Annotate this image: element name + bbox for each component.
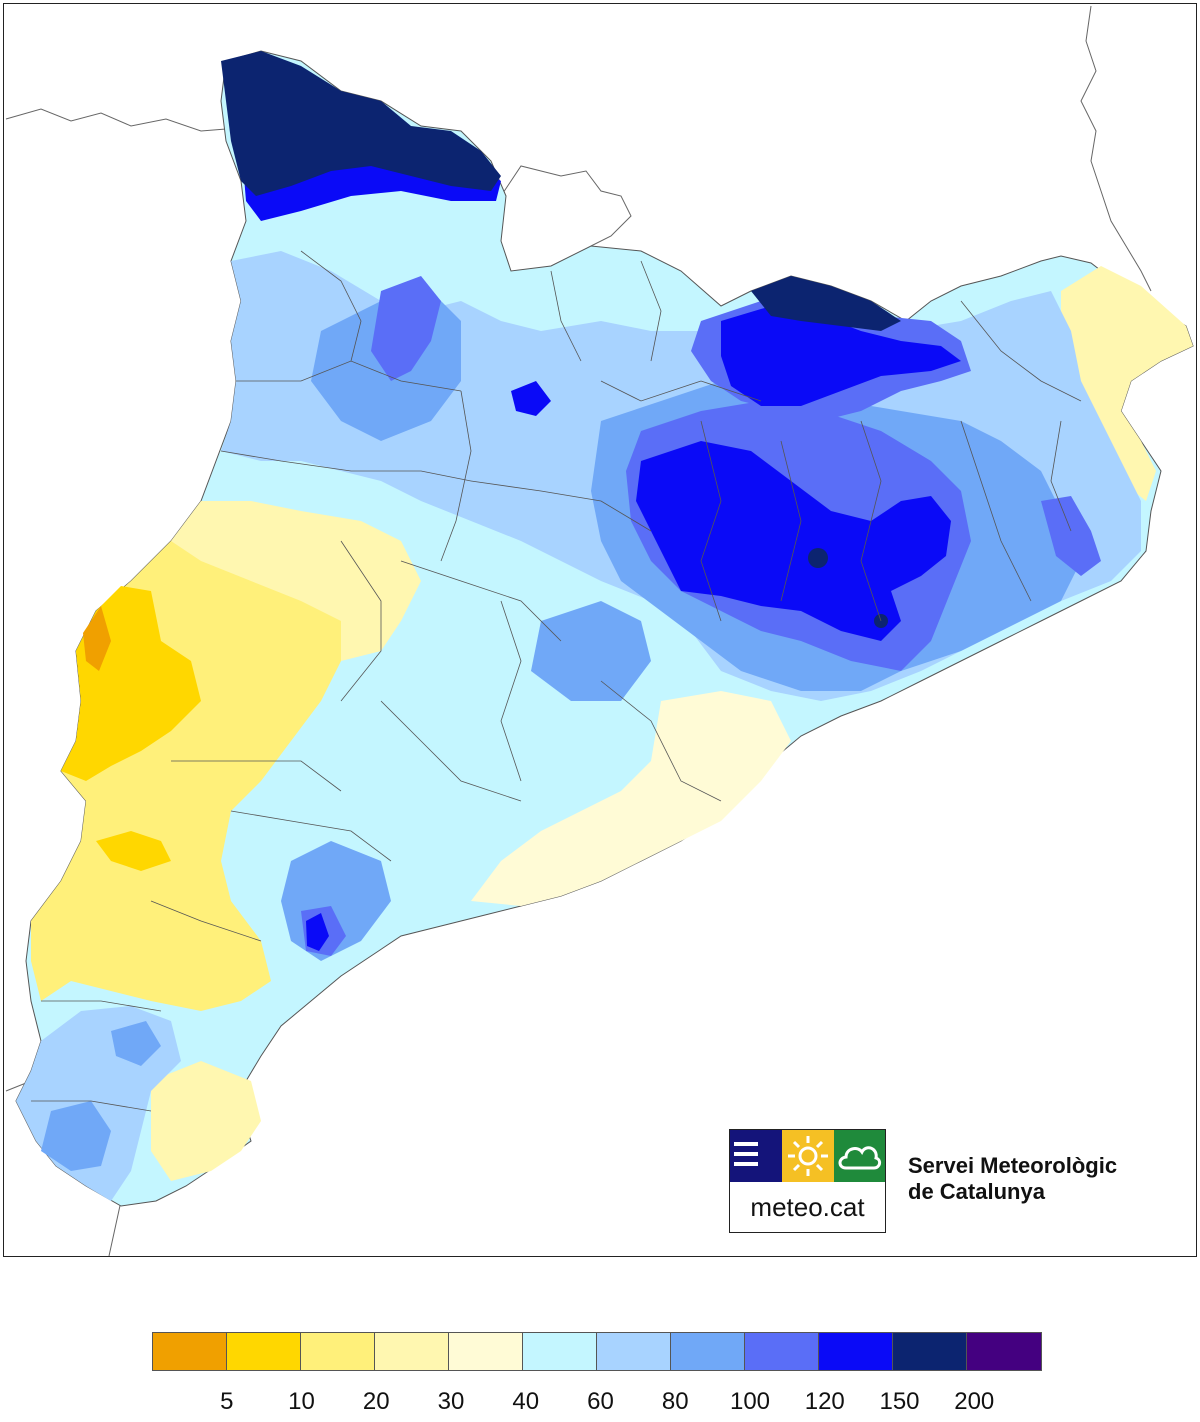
zone-150-center (636, 441, 951, 641)
legend-swatch (375, 1333, 449, 1370)
zone-200-northwest (221, 51, 501, 196)
legend-swatch (153, 1333, 227, 1370)
legend-swatch (893, 1333, 967, 1370)
legend-swatch (301, 1333, 375, 1370)
legend-swatch (745, 1333, 819, 1370)
zone-120-east (1041, 496, 1101, 576)
legend-swatch (449, 1333, 523, 1370)
zone-10-south (96, 831, 171, 871)
sun-icon (782, 1130, 834, 1182)
legend-swatch (597, 1333, 671, 1370)
organization-line-2: de Catalunya (908, 1179, 1045, 1204)
cloud-icon (834, 1130, 885, 1182)
zone-100-sw2 (111, 1021, 161, 1066)
zone-100-middle (531, 601, 651, 701)
legend-tick-label: 120 (804, 1388, 845, 1415)
organization-line-1: Servei Meteorològic (908, 1153, 1118, 1178)
neighbour-borders (5, 5, 1152, 1256)
legend-tick-label: 40 (512, 1388, 540, 1415)
zone-120-nw (371, 276, 441, 381)
zone-200-spot (808, 548, 828, 568)
zone-150-small (511, 381, 551, 416)
zone-30-delta (151, 1061, 261, 1181)
legend-tick-label: 20 (362, 1388, 390, 1415)
lines-icon (730, 1130, 782, 1182)
zone-100-sw (41, 1101, 111, 1171)
organization-name: Servei Meteorològic de Catalunya (908, 1153, 1117, 1205)
legend-tick-label: 60 (587, 1388, 614, 1415)
logo-text: meteo.cat (750, 1192, 865, 1222)
legend-tick-label: 80 (661, 1388, 689, 1415)
legend-swatch (671, 1333, 745, 1370)
zone-150-north (721, 306, 961, 406)
legend-swatch (227, 1333, 301, 1370)
legend-ticks: 5 10 20 30 40 60 80 100 120 150 200 (0, 1388, 1200, 1418)
legend-swatch (523, 1333, 597, 1370)
legend-tick-label: 5 (220, 1388, 234, 1415)
map-canvas (5, 5, 1194, 1256)
zone-30-coast (471, 691, 791, 906)
legend-tick-label: 100 (729, 1388, 771, 1415)
zone-5-west (83, 606, 111, 671)
legend-tick-label: 200 (954, 1388, 995, 1415)
zone-150-s (306, 913, 329, 951)
color-legend (152, 1332, 1042, 1371)
legend-tick-label: 10 (288, 1388, 315, 1415)
legend-swatch (967, 1333, 1041, 1370)
zone-30-west (171, 501, 421, 661)
zone-30-northeast (1061, 266, 1193, 501)
legend-swatch (819, 1333, 893, 1370)
precipitation-map (3, 3, 1197, 1257)
county-borders (31, 250, 1082, 1112)
zone-200-northeast (751, 276, 901, 331)
legend-tick-label: 150 (879, 1388, 920, 1415)
meteocat-logo: meteo.cat (729, 1129, 886, 1233)
legend-tick-label: 30 (437, 1388, 465, 1415)
